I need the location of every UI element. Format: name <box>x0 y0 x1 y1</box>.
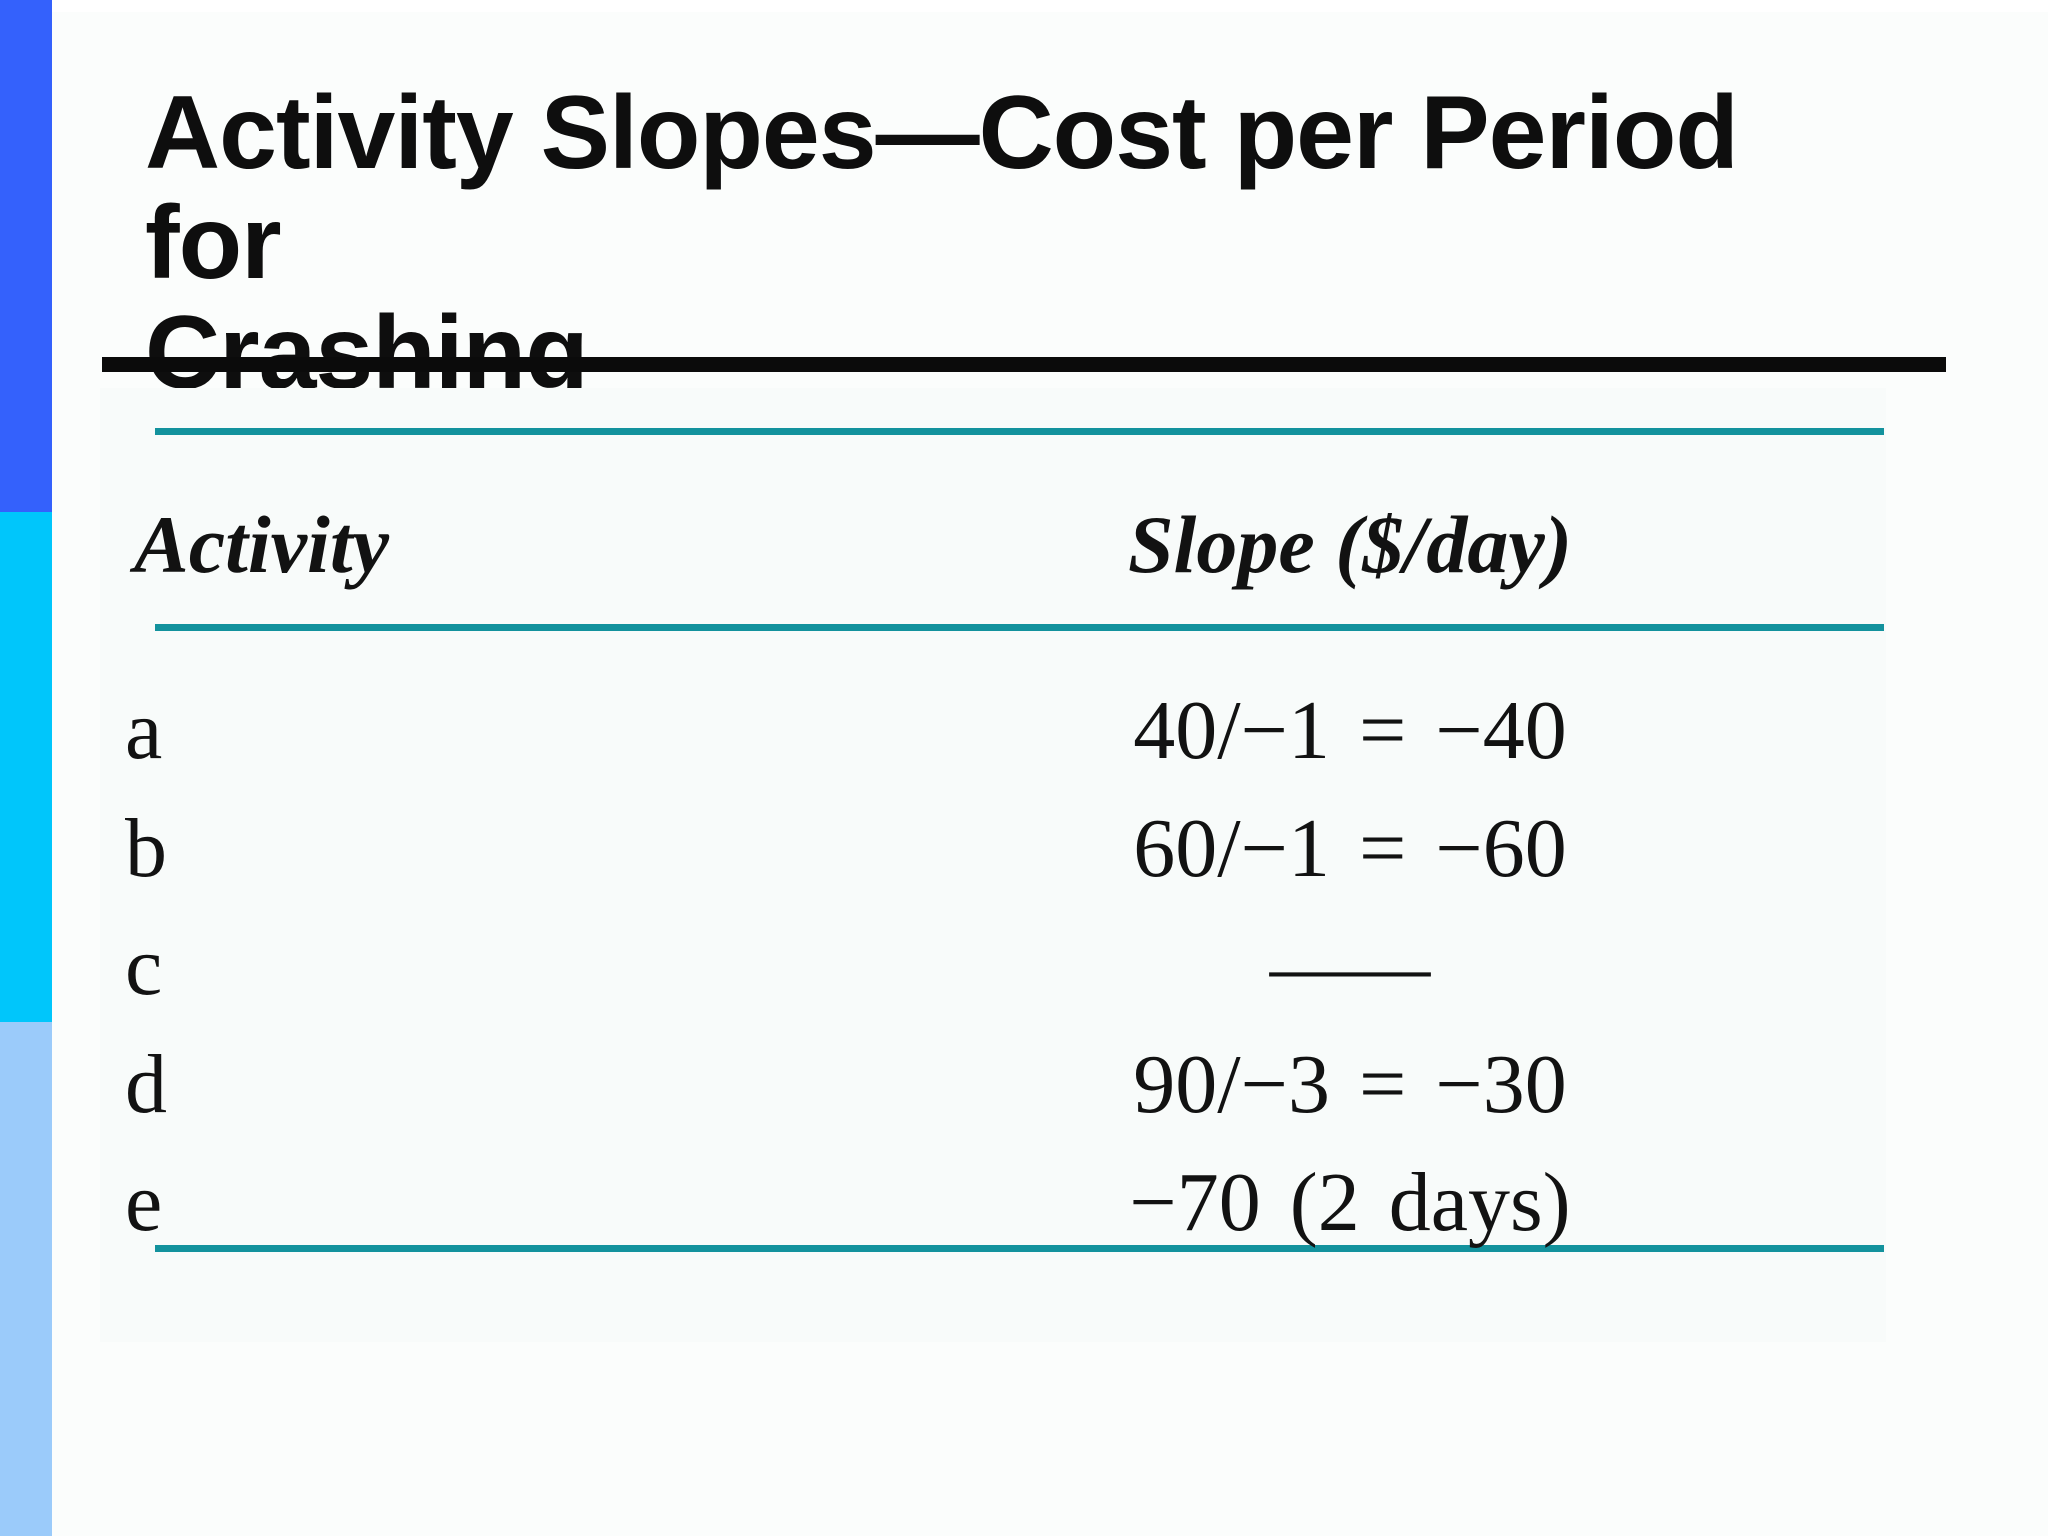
slide-title: Activity Slopes—Cost per Period for Cras… <box>145 78 1865 409</box>
top-margin-strip <box>52 0 2048 12</box>
sidebar-accent-bar <box>0 0 52 1536</box>
table-row-slope-cell: — <box>1050 918 1650 1015</box>
table-row-activity-cell: d <box>125 1038 167 1131</box>
table-bottom-rule <box>155 1245 1884 1252</box>
sidebar-segment-blue <box>0 0 52 512</box>
slide-title-line1: Activity Slopes—Cost per Period for <box>145 75 1739 302</box>
column-header-activity: Activity <box>134 499 390 590</box>
slope-value: −70 (2 days) <box>1129 1156 1571 1249</box>
sidebar-segment-lightblue <box>0 1022 52 1536</box>
table-header-underline <box>155 624 1884 631</box>
table-row-activity-cell: e <box>125 1156 163 1249</box>
table-row-slope-cell: 40/−1 = −40 <box>1050 682 1650 779</box>
slope-value: 60/−1 = −60 <box>1133 802 1567 895</box>
title-divider-rule <box>102 357 1946 372</box>
slope-value: 40/−1 = −40 <box>1133 684 1567 777</box>
slope-value: — <box>1270 920 1430 1013</box>
table-top-rule <box>155 428 1884 435</box>
table-figure-background <box>100 388 1886 1342</box>
column-header-slope: Slope ($/day) <box>1127 499 1573 590</box>
table-row-activity-cell: c <box>125 920 163 1013</box>
sidebar-segment-cyan <box>0 512 52 1022</box>
table-row-slope-cell: −70 (2 days) <box>1050 1154 1650 1251</box>
table-row-slope-cell: 90/−3 = −30 <box>1050 1036 1650 1133</box>
table-row-activity-cell: a <box>125 684 163 777</box>
table-row-slope-cell: 60/−1 = −60 <box>1050 800 1650 897</box>
slope-value: 90/−3 = −30 <box>1133 1038 1567 1131</box>
table-row-activity-cell: b <box>125 802 167 895</box>
